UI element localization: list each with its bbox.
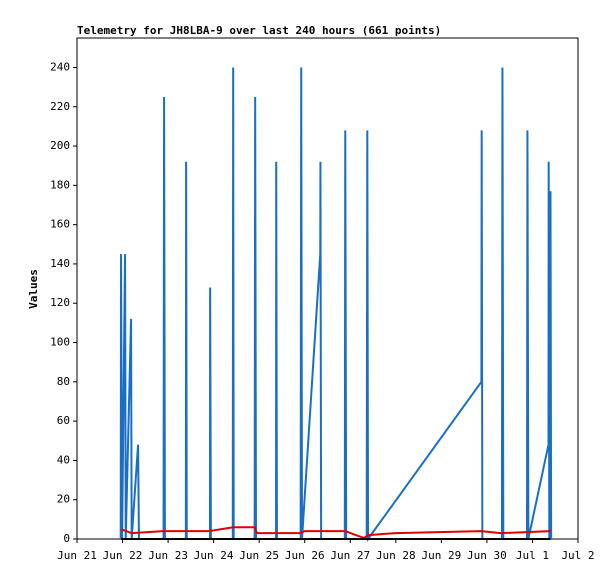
x-tick-label: Jun 25	[239, 549, 279, 562]
y-tick-label: 240	[50, 60, 70, 73]
x-tick-label: Jun 26	[285, 549, 325, 562]
y-tick-label: 120	[50, 296, 70, 309]
y-tick-label: 220	[50, 100, 70, 113]
chart-title: Telemetry for JH8LBA-9 over last 240 hou…	[77, 24, 441, 37]
y-tick-label: 40	[57, 453, 70, 466]
x-tick-label: Jun 21	[57, 549, 97, 562]
y-axis-label: Values	[27, 269, 40, 309]
y-tick-label: 60	[57, 414, 70, 427]
y-tick-label: 160	[50, 218, 70, 231]
y-tick-label: 180	[50, 178, 70, 191]
x-tick-label: Jun 22	[103, 549, 143, 562]
y-tick-label: 140	[50, 257, 70, 270]
y-tick-label: 100	[50, 336, 70, 349]
x-tick-label: Jun 28	[376, 549, 416, 562]
x-tick-label: Jun 24	[194, 549, 234, 562]
x-tick-label: Jul 1	[516, 549, 549, 562]
x-tick-label: Jun 30	[467, 549, 507, 562]
series-line	[119, 67, 553, 543]
y-tick-label: 200	[50, 139, 70, 152]
y-tick-label: 80	[57, 375, 70, 388]
series-line	[120, 526, 551, 540]
y-tick-label: 0	[63, 532, 70, 545]
x-tick-label: Jun 29	[421, 549, 461, 562]
x-tick-label: Jun 27	[330, 549, 370, 562]
x-tick-label: Jul 2	[561, 549, 594, 562]
x-tick-label: Jun 23	[148, 549, 188, 562]
y-tick-label: 20	[57, 493, 70, 506]
